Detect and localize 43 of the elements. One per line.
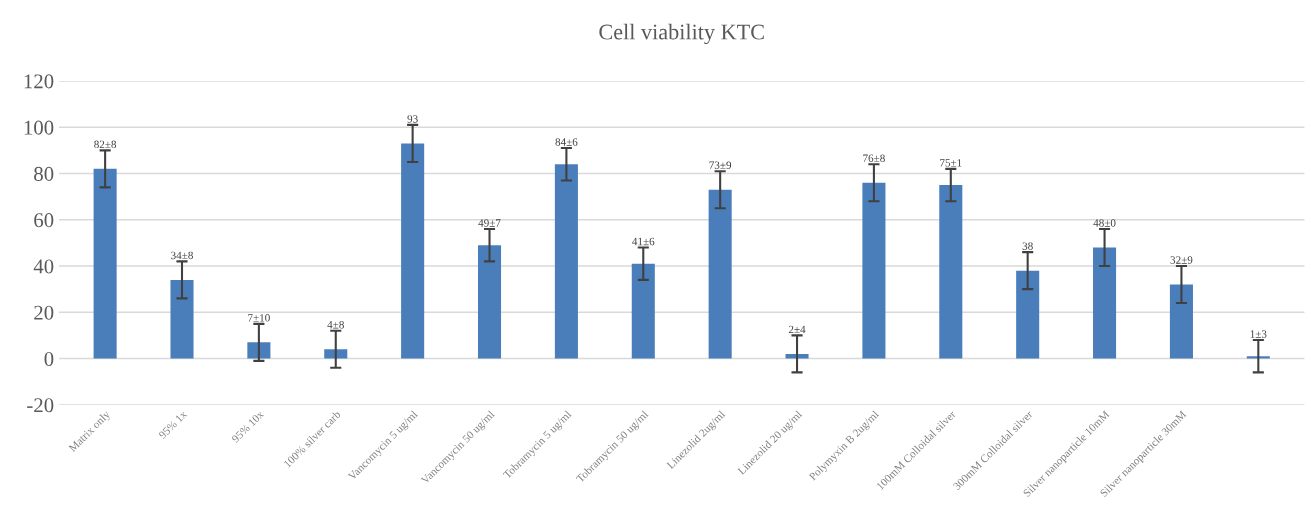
- bar: [631, 263, 655, 359]
- data-label: 38: [1022, 242, 1033, 250]
- bar: [785, 353, 809, 359]
- data-label: 7±10: [248, 314, 270, 322]
- y-tick-label: 80: [34, 166, 54, 181]
- bar: [1169, 284, 1193, 359]
- bar: [554, 164, 578, 359]
- bar: [862, 182, 886, 359]
- bar: [1093, 247, 1117, 359]
- y-tick-label: 120: [24, 74, 54, 89]
- x-tick-label: 95% 10x: [231, 409, 265, 444]
- data-label: 73±9: [709, 161, 732, 169]
- bar: [247, 342, 271, 359]
- bar: [401, 143, 425, 359]
- data-label: 4±8: [327, 321, 344, 329]
- y-tick-label: 60: [34, 213, 54, 228]
- data-label: 34±8: [171, 251, 193, 260]
- y-tick-label: 20: [34, 305, 54, 320]
- y-tick-label: -20: [27, 398, 54, 413]
- data-label: 1±3: [1250, 330, 1267, 338]
- bar: [1246, 356, 1270, 359]
- data-label: 41±6: [632, 237, 655, 246]
- y-tick-label: 40: [33, 259, 54, 274]
- bar: [324, 349, 348, 359]
- bar: [708, 189, 732, 359]
- bar: [170, 279, 194, 359]
- data-label: 2±4: [788, 325, 806, 334]
- y-tick-label: 0: [44, 351, 54, 366]
- data-label: 84±6: [555, 138, 578, 146]
- data-label: 82±8: [94, 140, 117, 149]
- data-label: 75±1: [940, 159, 962, 167]
- bar: [477, 245, 502, 359]
- y-tick-label: 100: [24, 120, 54, 135]
- data-label: 49±7: [478, 219, 501, 227]
- x-tick-label: 95% 1x: [158, 409, 188, 440]
- bar: [1016, 270, 1040, 359]
- data-label: 48±0: [1093, 219, 1116, 227]
- bar: [93, 168, 117, 359]
- chart-title: Cell viability KTC: [599, 23, 764, 45]
- data-label: 76±8: [863, 154, 885, 162]
- data-label: 93: [407, 115, 418, 123]
- data-label: 32±9: [1170, 256, 1193, 264]
- bar: [939, 185, 963, 359]
